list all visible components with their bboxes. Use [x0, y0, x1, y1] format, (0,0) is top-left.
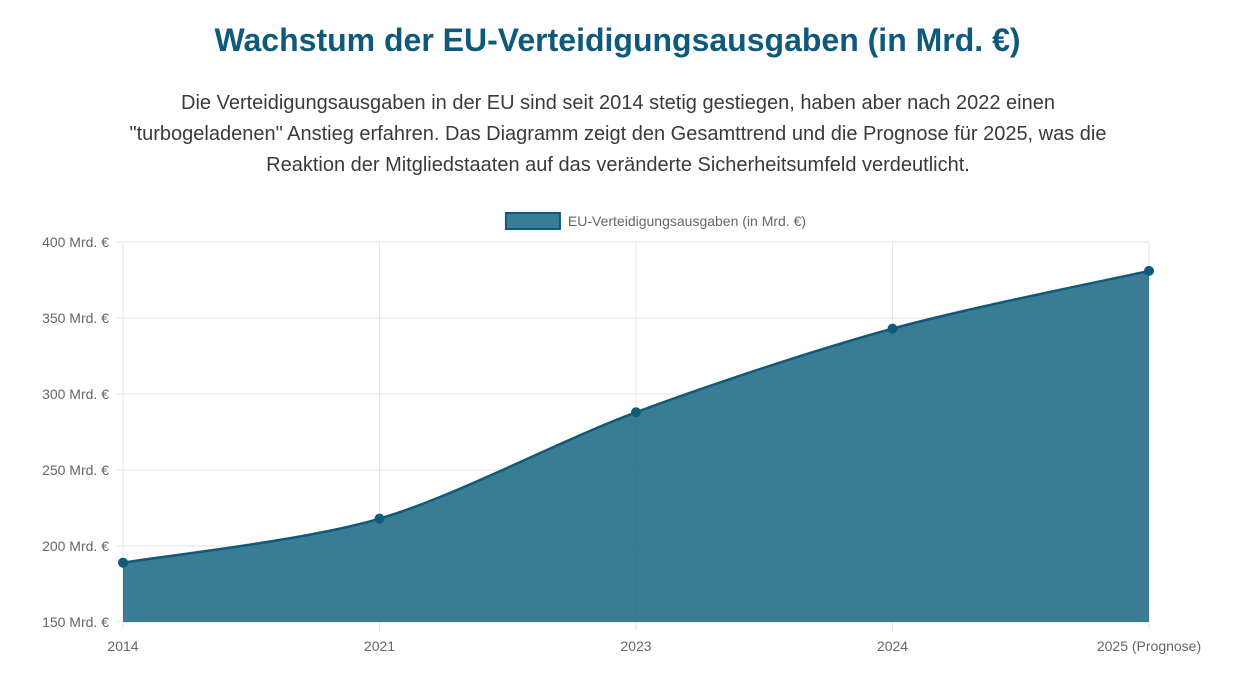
x-tick-label: 2014 — [107, 638, 138, 654]
x-tick-label: 2024 — [877, 638, 908, 654]
data-point-2023[interactable] — [631, 407, 641, 418]
data-point-2014[interactable] — [118, 557, 128, 568]
x-tick-label: 2025 (Prognose) — [1097, 638, 1201, 654]
y-tick-label: 200 Mrd. € — [42, 538, 109, 554]
y-tick-label: 300 Mrd. € — [42, 386, 109, 402]
data-point-2024[interactable] — [887, 323, 898, 334]
x-tick-label: 2023 — [620, 638, 651, 654]
data-point-2025[interactable] — [1144, 265, 1154, 276]
y-tick-label: 350 Mrd. € — [42, 310, 109, 326]
data-point-2021[interactable] — [374, 513, 385, 524]
chart-title: Wachstum der EU-Verteidigungsausgaben (i… — [214, 22, 1021, 58]
legend-label[interactable]: EU-Verteidigungsausgaben (in Mrd. €) — [568, 213, 806, 229]
y-tick-label: 400 Mrd. € — [42, 234, 109, 250]
y-tick-label: 150 Mrd. € — [42, 614, 109, 630]
chart-description: Die Verteidigungsausgaben in der EU sind… — [129, 92, 1107, 176]
legend-swatch[interactable] — [504, 212, 561, 230]
x-tick-label: 2021 — [364, 638, 395, 654]
y-tick-label: 250 Mrd. € — [42, 462, 109, 478]
series-area — [123, 270, 1149, 622]
